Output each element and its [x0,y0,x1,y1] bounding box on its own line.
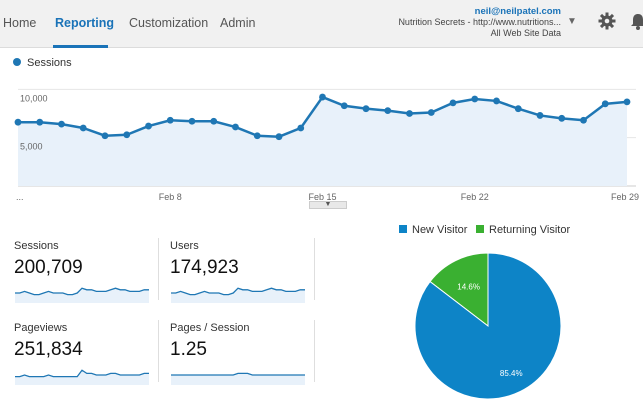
data-point [14,118,22,126]
nav-reporting[interactable]: Reporting [55,16,115,30]
x-tick-label: Feb 22 [461,192,489,202]
top-nav-bar: Home Reporting Customization Admin neil@… [0,0,643,48]
data-point [384,107,392,114]
data-point [297,124,305,132]
account-selector[interactable]: neil@neilpatel.com Nutrition Secrets - h… [398,6,561,39]
data-point [145,122,152,130]
metric-sparkline [15,369,149,385]
caret-down-icon[interactable]: ▼ [567,16,577,27]
legend-swatch [399,225,407,233]
divider [314,238,315,300]
active-tab-indicator [53,45,108,48]
data-point [362,105,370,113]
data-point [319,93,326,101]
nav-home[interactable]: Home [3,16,37,30]
bell-icon[interactable] [629,12,643,32]
account-property: Nutrition Secrets - http://www.nutrition… [398,17,561,27]
metric-tile-users[interactable]: Users 174,923 [170,240,310,308]
pie-slice-label: 85.4% [500,369,523,378]
metric-sparkline [171,372,305,385]
metric-value: 200,709 [14,257,83,278]
data-point [558,114,566,122]
data-point [79,124,87,132]
sparkline-line [171,372,305,376]
sparkline-area [171,373,305,385]
pie-slice-label: 14.6% [457,283,480,292]
nav-admin[interactable]: Admin [220,16,256,30]
data-point [123,131,131,139]
metric-value: 1.25 [170,339,207,360]
data-point [275,133,283,141]
data-point [36,118,44,126]
y-tick-label: 5,000 [20,142,43,152]
data-point [58,120,65,128]
data-point [427,109,435,116]
account-view: All Web Site Data [490,28,561,38]
metric-tile-pages-per-session[interactable]: Pages / Session 1.25 [170,322,310,390]
sparkline-line [15,369,149,378]
data-point [188,117,196,125]
chart-expand-handle[interactable]: ▼ [309,201,347,209]
gear-icon[interactable] [598,12,616,35]
data-point [493,97,500,105]
pie-legend-returning-visitor[interactable]: Returning Visitor [476,224,570,236]
legend-label-returning-visitor: Returning Visitor [489,224,571,236]
data-point [232,123,239,131]
visitor-type-pie-chart: 14.6% 85.4% [414,252,562,400]
data-point [166,116,174,124]
metric-label: Sessions [14,240,59,252]
metric-value: 251,834 [14,339,83,360]
data-point [101,132,109,140]
metric-value: 174,923 [170,257,239,278]
metric-label: Users [170,240,199,252]
legend-swatch [13,58,21,66]
metric-label: Pageviews [14,322,68,334]
y-tick-label: 10,000 [20,93,48,103]
sparkline-area [15,370,149,385]
data-point [471,95,479,103]
x-tick-label: Feb 29 [611,192,639,202]
metric-sparkline [171,287,305,303]
account-email: neil@neilpatel.com [474,6,561,17]
sparkline-line [15,287,149,296]
data-point [210,117,218,125]
data-point [449,99,457,107]
data-point [406,110,413,117]
metric-tile-pageviews[interactable]: Pageviews 251,834 [14,322,154,390]
sparkline-line [171,287,305,296]
x-tick-label: ... [16,192,24,202]
data-point [601,100,609,108]
data-point [536,112,544,119]
divider [158,238,159,300]
data-point [514,105,522,113]
nav-customization[interactable]: Customization [129,16,209,30]
divider [314,320,315,382]
metric-label: Pages / Session [170,322,250,334]
chart-legend[interactable]: Sessions [13,57,72,69]
slice-returning-visitor [429,252,489,328]
metric-tile-sessions[interactable]: Sessions 200,709 [14,240,154,308]
sessions-area [18,97,627,186]
data-point [253,132,261,140]
x-tick-label: Feb 8 [159,192,182,202]
legend-label-new-visitor: New Visitor [412,224,468,236]
data-point [580,116,587,124]
pie-legend-new-visitor[interactable]: New Visitor [399,224,467,236]
divider [158,320,159,382]
legend-label-sessions: Sessions [27,57,72,69]
legend-swatch [476,225,484,233]
x-tick-label: Feb 15 [308,192,336,202]
data-point [623,98,631,106]
metric-sparkline [15,287,149,303]
data-point [340,102,348,110]
sessions-line-chart: 10,000 5,000... Feb 8 Feb 15 Feb 22 Feb 29 [14,88,639,202]
slice-new-visitor [414,252,562,400]
